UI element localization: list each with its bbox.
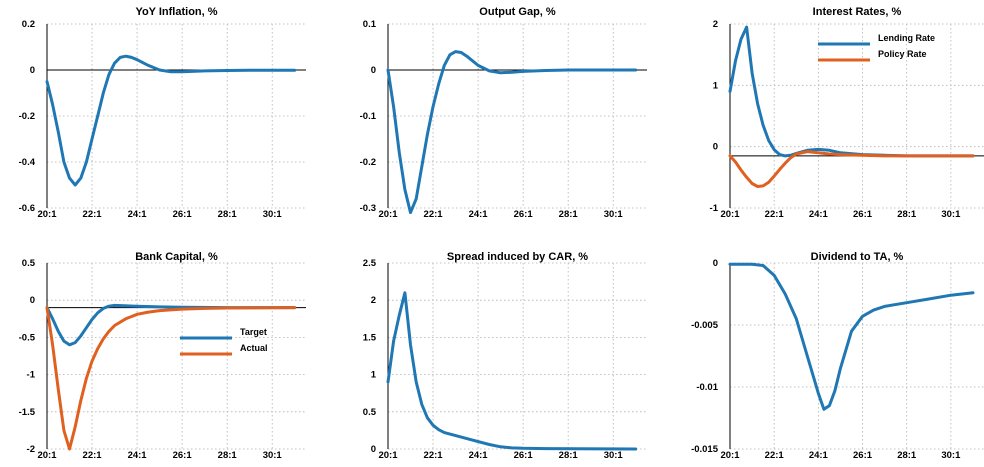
y-tick-label: 0.5 [363,407,377,418]
chart-title: Output Gap, % [479,6,556,18]
x-tick-label: 20:1 [378,209,398,220]
series-line [728,262,975,411]
x-tick-label: 26:1 [173,209,193,220]
y-tick-label: 1 [371,370,377,381]
y-tick-label: 0 [371,444,376,455]
x-tick-label: 26:1 [514,450,534,461]
panel-1: Output Gap, % -0.3 -0.2 -0.1 0 0.1 20:1 22:1 24:… [360,6,647,220]
x-tick-label: 28:1 [218,450,238,461]
legend-label: Target [240,327,267,337]
legend-label: Actual [240,343,268,353]
x-tick-label: 28:1 [897,450,917,461]
y-tick-label: 2 [713,19,718,30]
y-tick-label: -1 [27,370,36,381]
x-tick-label: 30:1 [604,209,624,220]
legend-label: Lending Rate [878,33,935,43]
x-tick-label: 28:1 [897,209,917,220]
chart-title: Dividend to TA, % [811,251,904,263]
y-tick-label: -0.005 [691,320,719,331]
panel-3: Bank Capital, % -2 -1.5 -1 -0.5 0 0.5 20:1 22:1 2… [19,251,306,461]
y-tick-label: -0.3 [360,203,376,214]
x-tick-label: 20:1 [720,450,740,461]
x-tick-label: 30:1 [604,450,624,461]
legend-label: Policy Rate [878,49,927,59]
y-tick-label: 1 [713,80,719,91]
x-tick-label: 22:1 [765,209,785,220]
x-tick-label: 20:1 [720,209,740,220]
x-tick-label: 24:1 [128,209,148,220]
y-tick-label: 1.5 [363,332,377,343]
series-line [45,54,297,187]
chart-title: Spread induced by CAR, % [447,251,588,263]
x-tick-label: 22:1 [424,209,444,220]
x-tick-label: 30:1 [941,450,961,461]
x-tick-label: 24:1 [128,450,148,461]
series-line [386,291,638,451]
y-tick-label: -0.4 [19,157,36,168]
x-tick-label: 22:1 [424,450,444,461]
x-tick-label: 28:1 [559,209,579,220]
x-tick-label: 30:1 [263,450,283,461]
panel-2: Interest Rates, % -1 0 1 2 20:1 22:1 24:1 26:1 28… [710,6,984,220]
series-line [45,303,297,347]
y-tick-label: -0.015 [691,444,719,455]
x-tick-label: 30:1 [263,209,283,220]
y-tick-label: -0.2 [19,111,35,122]
x-tick-label: 24:1 [809,450,829,461]
y-tick-label: -0.5 [19,332,36,343]
x-tick-label: 24:1 [469,450,489,461]
y-tick-label: 0.2 [22,19,35,30]
y-tick-label: -0.1 [360,111,377,122]
series-line [728,25,975,158]
y-tick-label: 0 [30,65,35,76]
series-line [386,50,638,215]
y-tick-label: 0 [30,295,35,306]
x-tick-label: 26:1 [173,450,193,461]
y-tick-label: 2 [371,295,376,306]
x-tick-label: 26:1 [514,209,534,220]
x-tick-label: 26:1 [853,450,873,461]
x-tick-label: 28:1 [218,209,238,220]
y-tick-label: -0.01 [696,382,718,393]
x-tick-label: 22:1 [83,209,103,220]
y-tick-label: 2.5 [363,258,377,269]
x-tick-label: 20:1 [37,450,57,461]
chart-title: Bank Capital, % [135,251,218,263]
series-line [728,150,975,188]
y-tick-label: 0 [713,258,718,269]
chart-title: YoY Inflation, % [135,6,217,18]
chart-title: Interest Rates, % [813,6,902,18]
y-tick-label: -2 [27,444,35,455]
x-tick-label: 30:1 [941,209,961,220]
x-tick-label: 20:1 [37,209,57,220]
series-line [45,306,297,451]
y-tick-label: 0.5 [22,258,36,269]
x-tick-label: 24:1 [469,209,489,220]
x-tick-label: 20:1 [378,450,398,461]
y-tick-label: -0.2 [360,157,376,168]
panel-5: Dividend to TA, % -0.015 -0.01 -0.005 0 20:1 2… [691,251,984,461]
x-tick-label: 22:1 [83,450,103,461]
panel-4: Spread induced by CAR, % 0 0.5 1 1.5 2 2.5 20:1… [363,251,647,461]
y-tick-label: 0 [713,142,718,153]
x-tick-label: 26:1 [853,209,873,220]
y-tick-label: -1 [710,203,719,214]
x-tick-label: 24:1 [809,209,829,220]
y-tick-label: 0 [371,65,376,76]
y-tick-label: -1.5 [19,407,36,418]
x-tick-label: 22:1 [765,450,785,461]
y-tick-label: -0.6 [19,203,35,214]
x-tick-label: 28:1 [559,450,579,461]
panel-0: YoY Inflation, % -0.6 -0.4 -0.2 0 0.2 20:1 22:1… [19,6,306,220]
y-tick-label: 0.1 [363,19,377,30]
